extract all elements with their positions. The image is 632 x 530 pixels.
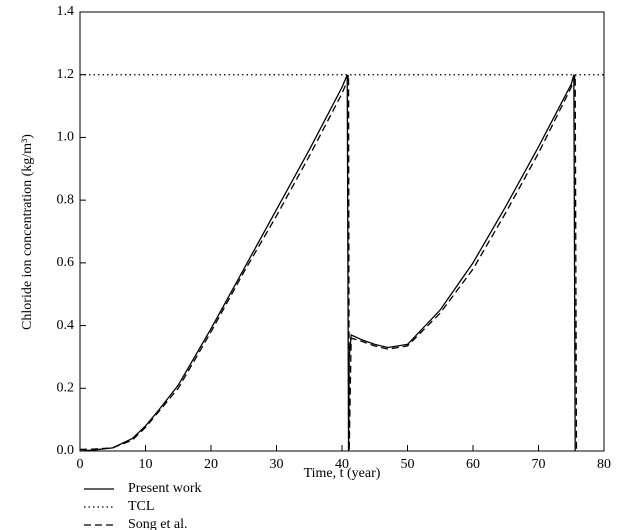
x-tick-label: 60 bbox=[466, 457, 480, 472]
x-tick-label: 40 bbox=[335, 457, 349, 472]
y-tick-label: 1.4 bbox=[57, 4, 75, 19]
series-line bbox=[79, 74, 578, 452]
legend-label: Song et al. bbox=[128, 517, 188, 530]
series-line bbox=[79, 74, 576, 452]
x-tick-label: 80 bbox=[597, 457, 611, 472]
x-tick-label: 20 bbox=[204, 457, 218, 472]
legend-label: Present work bbox=[128, 481, 202, 496]
x-tick-label: 50 bbox=[401, 457, 415, 472]
x-axis-label: Time, t (year) bbox=[304, 466, 381, 481]
x-tick-label: 70 bbox=[532, 457, 546, 472]
x-tick-label: 10 bbox=[139, 457, 153, 472]
y-tick-label: 0.4 bbox=[57, 318, 75, 333]
plot-frame bbox=[79, 11, 605, 452]
x-tick-label: 30 bbox=[270, 457, 284, 472]
y-tick-label: 0.0 bbox=[57, 443, 75, 458]
y-tick-label: 1.0 bbox=[57, 130, 75, 145]
legend-label: TCL bbox=[128, 499, 154, 514]
x-tick-label: 0 bbox=[77, 457, 84, 472]
y-tick-label: 0.8 bbox=[57, 192, 75, 207]
y-tick-label: 0.2 bbox=[57, 381, 75, 396]
y-tick-label: 0.6 bbox=[57, 255, 75, 270]
y-axis-label: Chloride ion concentration (kg/m³) bbox=[20, 134, 35, 330]
y-tick-label: 1.2 bbox=[57, 67, 75, 82]
